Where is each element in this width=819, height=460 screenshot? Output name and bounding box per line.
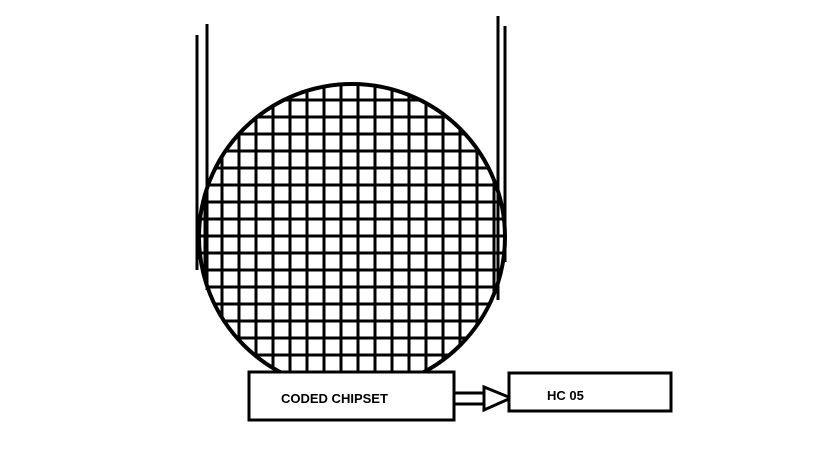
mesh-circle bbox=[197, 82, 507, 392]
hc05-box: HC 05 bbox=[507, 371, 673, 413]
hc05-label: HC 05 bbox=[547, 388, 584, 403]
hc05-rect bbox=[507, 371, 673, 413]
coded-chipset-rect bbox=[247, 370, 456, 422]
left-rails bbox=[195, 24, 209, 290]
arrow-head bbox=[482, 384, 515, 413]
connection-arrow bbox=[454, 384, 515, 413]
coded-chipset-box: CODED CHIPSET bbox=[247, 370, 456, 422]
coded-chipset-label: CODED CHIPSET bbox=[281, 391, 388, 406]
